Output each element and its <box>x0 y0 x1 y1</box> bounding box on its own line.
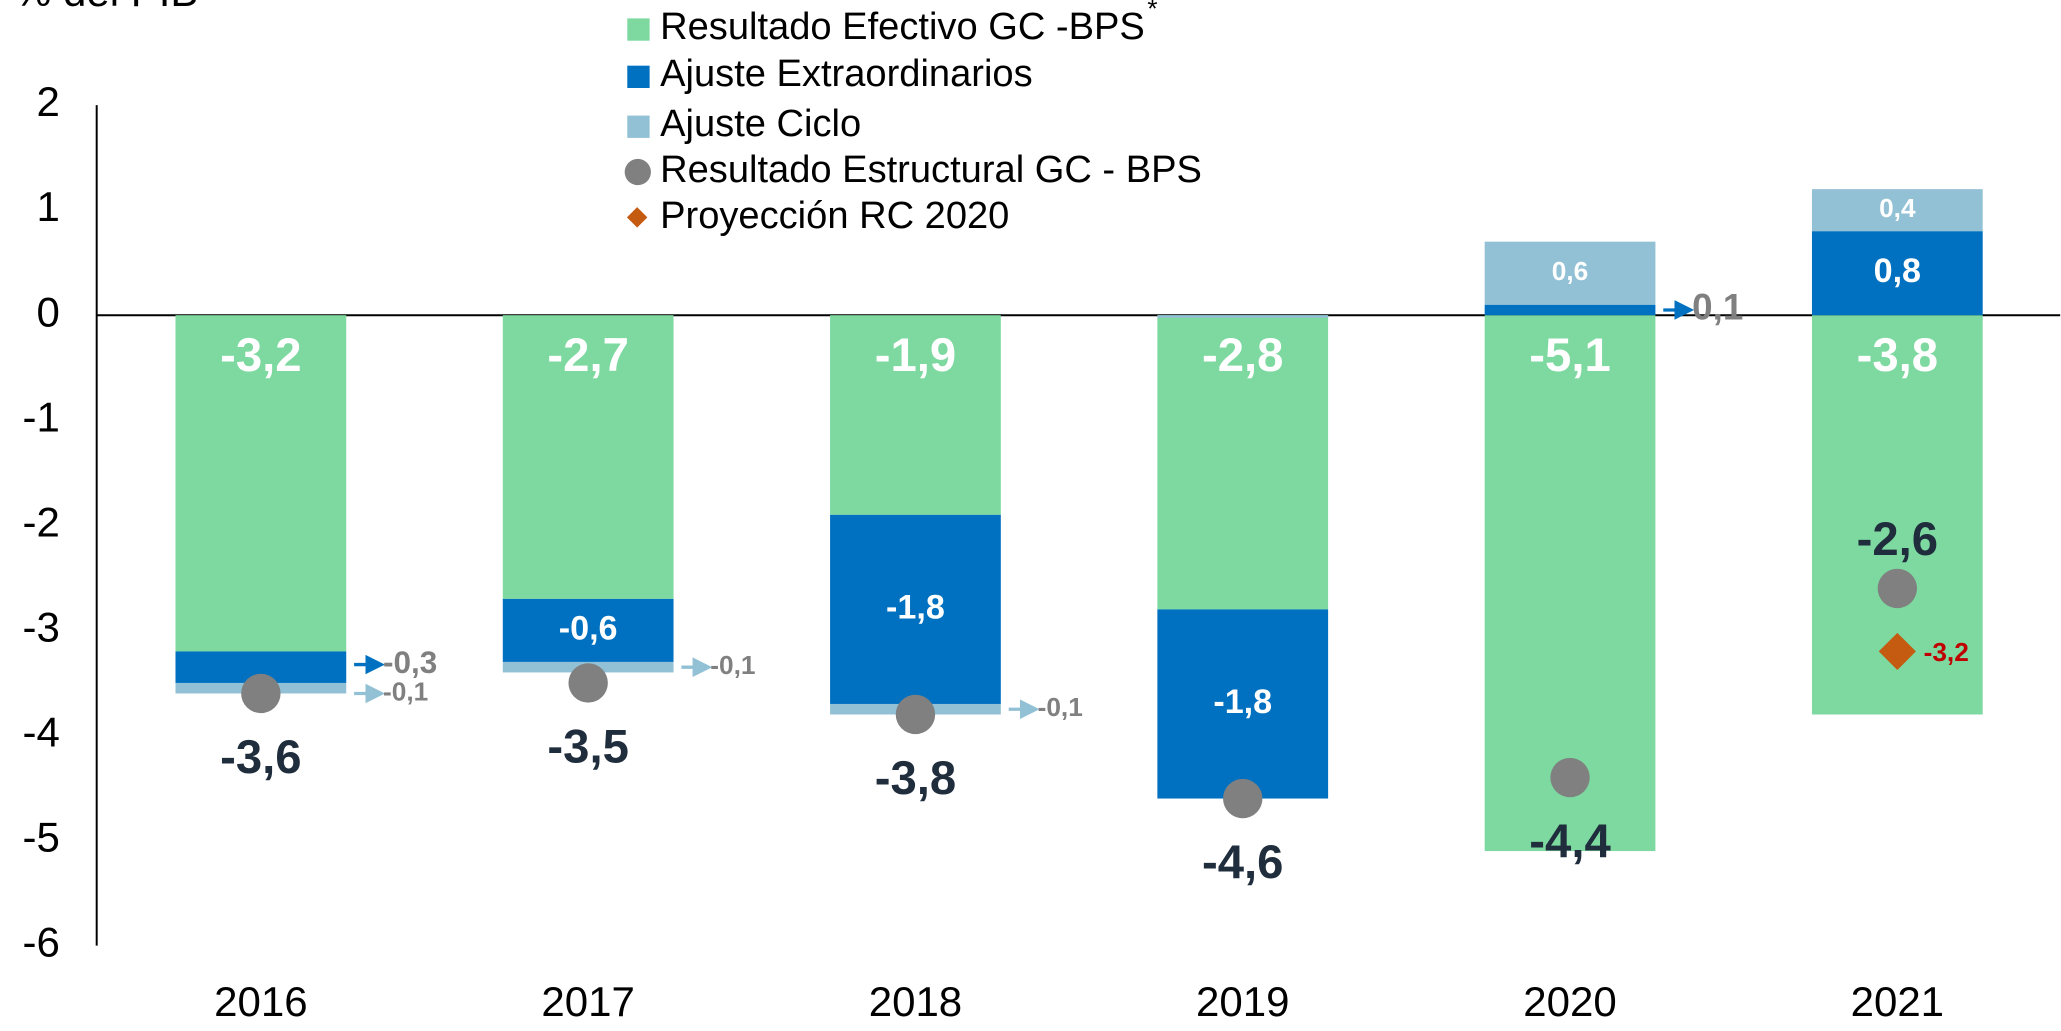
projection-diamond <box>1878 632 1916 671</box>
bar-segment <box>1811 189 1983 232</box>
value-label: -3,8 <box>1857 329 1938 382</box>
value-label: -4,6 <box>1202 836 1283 889</box>
legend-swatch <box>626 207 648 228</box>
structural-dot <box>241 673 281 714</box>
bar-segment <box>830 315 1001 515</box>
legend-label: Resultado Estructural GC - BPS <box>660 149 1202 191</box>
structural-dot <box>568 663 608 703</box>
structural-dot <box>1550 757 1590 798</box>
value-label: -3,5 <box>547 720 628 773</box>
y-tick-label: -4 <box>23 709 60 756</box>
y-tick-label: 1 <box>37 183 60 230</box>
legend-label: Resultado Efectivo GC -BPS <box>660 6 1145 48</box>
value-label: -1,8 <box>886 588 945 626</box>
y-tick-label: -3 <box>23 604 60 651</box>
legend-swatch <box>627 65 650 88</box>
legend-swatch <box>624 158 651 186</box>
legend-note: * <box>1147 0 1157 23</box>
structural-dot <box>1877 568 1918 609</box>
value-label: -0,3 <box>383 644 437 680</box>
value-label: -0,1 <box>383 676 428 706</box>
x-tick-label: 2020 <box>1523 978 1616 1025</box>
y-tick-label: -5 <box>23 814 60 861</box>
value-label: -3,2 <box>220 329 301 382</box>
x-tick-label: 2017 <box>541 978 634 1025</box>
bar-segment <box>1484 241 1656 305</box>
legend-label: Proyección RC 2020 <box>660 195 1009 237</box>
bar-segment <box>1484 304 1656 316</box>
value-label: -2,6 <box>1857 513 1938 566</box>
value-label: -0,1 <box>710 650 755 680</box>
bar-segment <box>175 315 347 652</box>
y-tick-label: -2 <box>23 498 60 545</box>
y-tick-label: -6 <box>23 919 60 966</box>
bar-segment <box>1157 315 1329 610</box>
bar-segment <box>1811 231 1983 316</box>
bar-segment <box>1157 609 1329 799</box>
bar-segment <box>830 514 1001 704</box>
value-label: -0,6 <box>559 609 618 647</box>
value-label: 0,4 <box>1879 193 1916 223</box>
legend-swatch <box>627 115 650 138</box>
x-tick-label: 2019 <box>1196 978 1289 1025</box>
value-label: -2,7 <box>547 329 628 382</box>
y-tick-label: 2 <box>37 78 60 125</box>
bar-segment <box>1157 315 1329 318</box>
legend-swatch <box>627 18 650 41</box>
value-label: -0,1 <box>1038 692 1083 722</box>
chart-title: % del PIB <box>14 0 199 15</box>
x-tick-label: 2016 <box>214 978 307 1025</box>
bar-segment <box>502 598 674 662</box>
value-label: -3,8 <box>875 752 956 805</box>
y-tick-label: 0 <box>37 288 60 335</box>
value-label: -1,8 <box>1213 683 1272 721</box>
value-label: -3,6 <box>220 731 301 784</box>
value-label: -5,1 <box>1529 329 1610 382</box>
bar-segment <box>502 315 674 599</box>
x-tick-label: 2021 <box>1851 978 1944 1025</box>
structural-dot <box>895 694 936 735</box>
legend-label: Ajuste Extraordinarios <box>660 53 1033 95</box>
value-label: -3,2 <box>1924 637 1969 667</box>
value-label: 0,8 <box>1874 252 1921 290</box>
structural-dot <box>1223 778 1263 819</box>
value-label: 0,6 <box>1552 256 1589 286</box>
value-label: -1,9 <box>875 329 956 382</box>
x-tick-label: 2018 <box>869 978 962 1025</box>
legend-label: Ajuste Ciclo <box>660 103 861 145</box>
value-label: 0,1 <box>1692 287 1743 328</box>
value-label: -4,4 <box>1529 815 1611 868</box>
value-label: -2,8 <box>1202 329 1283 382</box>
y-tick-label: -1 <box>23 393 60 440</box>
